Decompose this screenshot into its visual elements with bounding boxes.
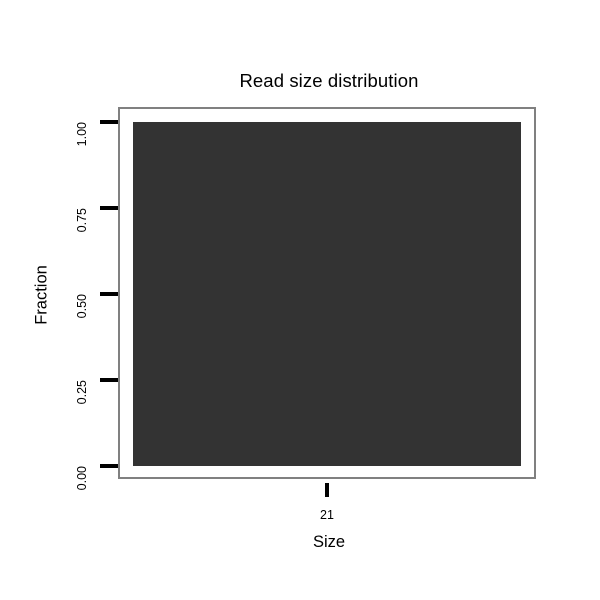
y-tick-0 [100, 464, 118, 468]
chart-title-text: Read size distribution [239, 70, 419, 91]
x-tick-0 [325, 483, 329, 497]
bar-21 [133, 122, 521, 466]
y-tick-4 [100, 120, 118, 124]
chart-title: Read size distribution [0, 70, 600, 92]
x-tick-label-0: 21 [320, 508, 334, 522]
y-tick-1 [100, 378, 118, 382]
y-tick-3 [100, 206, 118, 210]
y-axis-label: Fraction [32, 265, 51, 325]
plot-area [120, 109, 534, 477]
y-tick-2 [100, 292, 118, 296]
x-axis-label: Size [312, 533, 346, 551]
